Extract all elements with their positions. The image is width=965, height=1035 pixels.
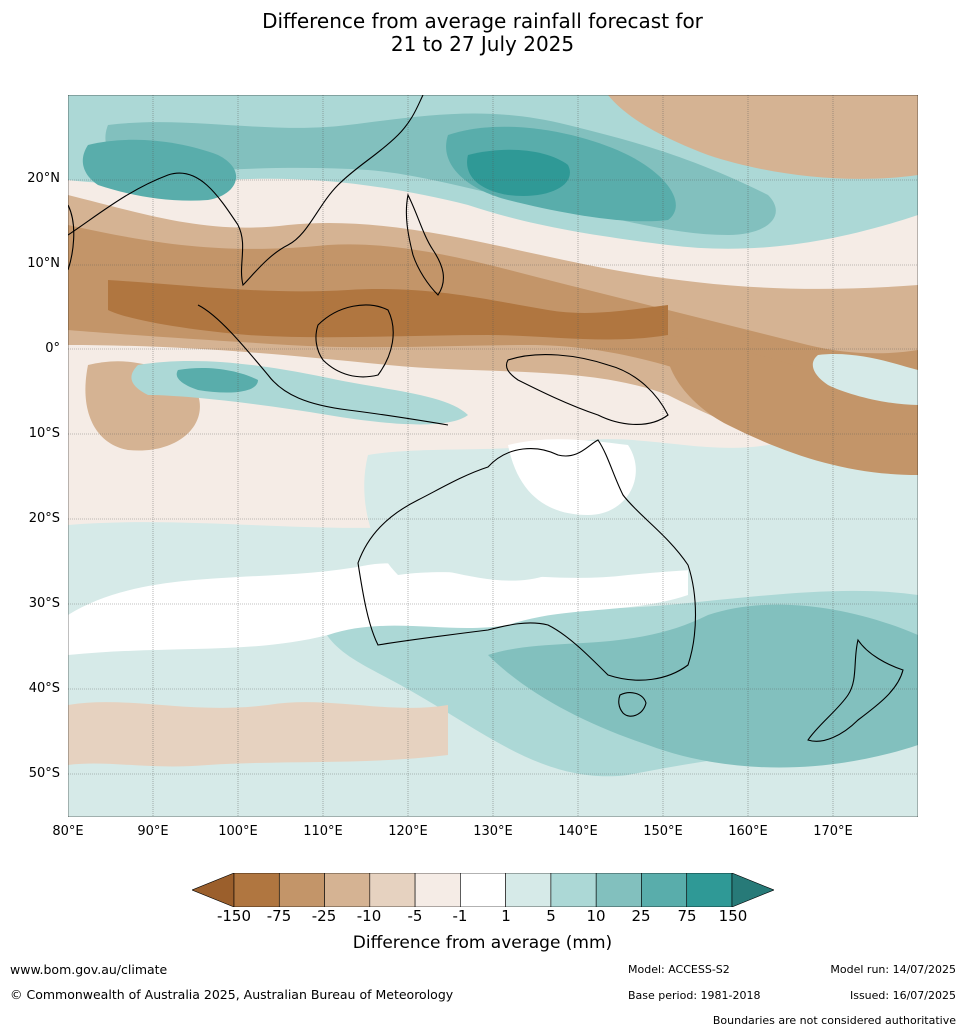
lat-label-10s: 10°S [28,426,60,441]
australia-coastline [357,439,696,681]
colorbar-tick: -150 [216,907,252,925]
india-coastline [68,204,75,271]
colorbar-tick: -10 [356,907,382,925]
colorbar-tick: 5 [546,907,556,925]
lon-label-110e: 110°E [303,824,343,839]
colorbar-tick: 75 [677,907,697,925]
lon-label-160e: 160°E [728,824,768,839]
lon-label-130e: 130°E [473,824,513,839]
map-title: Difference from average rainfall forecas… [0,10,965,56]
white-band-south [68,560,688,655]
colorbar-tick: 150 [718,907,748,925]
lon-label-80e: 80°E [52,824,84,839]
rainfall-anomaly-map [68,95,918,817]
bay-of-bengal-wet [82,139,237,201]
copyright-notice: © Commonwealth of Australia 2025, Austra… [10,987,454,1002]
sumatra-java-coastline [197,304,449,426]
new-zealand-wet-zone [488,604,918,768]
colorbar-segment [324,873,371,907]
australia-wet-zone [364,439,918,578]
colorbar-segment [550,873,597,907]
new-zealand-coastline [807,638,904,742]
colorbar-tick: -75 [266,907,292,925]
issued-date: Issued: 16/07/2025 [849,989,956,1002]
south-pacific-wet-patch [812,353,918,405]
boundaries-note: Boundaries are not considered authoritat… [712,1014,956,1027]
lon-label-120e: 120°E [388,824,428,839]
colorbar-segment [414,873,461,907]
colorbar-segment [641,873,688,907]
lon-label-140e: 140°E [558,824,598,839]
lat-label-50s: 50°S [28,766,60,781]
colorbar-segment [505,873,552,907]
lon-label-170e: 170°E [813,824,853,839]
title-line-2: 21 to 27 July 2025 [390,32,575,56]
colorbar-tick: -1 [452,907,468,925]
colorbar-tick: -5 [407,907,423,925]
colorbar [192,873,774,907]
colorbar-tick: -25 [311,907,337,925]
colorbar-segment [460,873,506,907]
indian-ocean-wet-core [176,368,258,393]
colorbar-segment [686,873,733,907]
southern-dry-patch [68,702,448,767]
colorbar-label: Difference from average (mm) [352,933,613,953]
central-australia-dry [508,439,636,515]
lat-label-20n: 20°N [27,171,60,186]
colorbar-tick: 25 [631,907,651,925]
lat-label-20s: 20°S [28,511,60,526]
lat-label-10n: 10°N [27,256,60,271]
colorbar-segment [369,873,416,907]
model-run-date: Model run: 14/07/2025 [830,963,956,976]
graticule [68,95,918,817]
philippines-coastline [405,193,444,296]
colorbar-extend-low [192,873,235,907]
lat-label-40s: 40°S [28,681,60,696]
colorbar-segment [233,873,280,907]
title-line-1: Difference from average rainfall forecas… [262,9,703,33]
borneo-coastline [315,304,394,378]
lon-label-100e: 100°E [218,824,258,839]
lon-label-90e: 90°E [137,824,169,839]
colorbar-segment [595,873,642,907]
colorbar-extend-high [731,873,774,907]
south-pacific-dry [666,335,918,475]
coastlines [68,95,904,742]
tasmania-coastline [618,692,647,717]
lon-label-150e: 150°E [643,824,683,839]
model-name: Model: ACCESS-S2 [628,963,730,976]
colorbar-segment [278,873,325,907]
lat-label-0: 0° [45,341,60,356]
new-guinea-coastline [505,354,669,426]
base-period: Base period: 1981-2018 [628,989,761,1002]
website-link[interactable]: www.bom.gov.au/climate [10,962,168,977]
colorbar-tick: 10 [586,907,606,925]
asia-mainland-coastline [68,95,424,287]
colorbar-tick: 1 [501,907,511,925]
north-pacific-dry [608,95,918,179]
lat-label-30s: 30°S [28,596,60,611]
